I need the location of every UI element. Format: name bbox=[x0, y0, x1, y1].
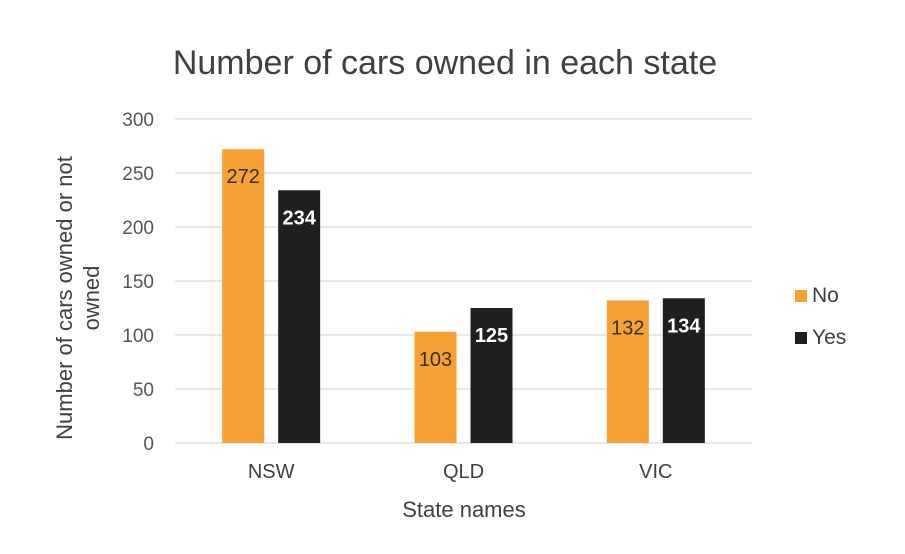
x-tick-label: QLD bbox=[443, 461, 484, 483]
bar-no-vic bbox=[606, 300, 649, 443]
bar-yes-vic bbox=[662, 298, 705, 443]
data-label: 272 bbox=[226, 166, 259, 188]
legend: No Yes bbox=[795, 284, 846, 349]
bar-yes-nsw bbox=[278, 190, 321, 443]
x-tick-label: NSW bbox=[248, 461, 295, 483]
y-axis-title: Number of cars owned or not owned bbox=[52, 156, 104, 440]
y-tick-label: 200 bbox=[122, 218, 154, 239]
bar-no-nsw bbox=[222, 149, 265, 444]
gridlines bbox=[175, 118, 752, 444]
data-label: 234 bbox=[282, 207, 316, 229]
legend-swatch-no bbox=[795, 290, 807, 302]
y-axis-title-line-2: owned bbox=[79, 266, 104, 331]
chart-title: Number of cars owned in each state bbox=[172, 44, 718, 82]
y-tick-label: 300 bbox=[122, 110, 154, 131]
legend-label-yes: Yes bbox=[812, 326, 846, 349]
legend-swatch-yes bbox=[795, 332, 807, 344]
y-tick-label: 150 bbox=[122, 272, 154, 293]
data-label: 134 bbox=[667, 315, 701, 337]
x-axis-categories: NSW QLD VIC bbox=[248, 461, 673, 483]
bar-no-qld bbox=[414, 331, 457, 443]
data-label: 103 bbox=[419, 349, 452, 371]
y-tick-label: 100 bbox=[122, 326, 154, 347]
x-axis-title: State names bbox=[402, 497, 526, 522]
bar-yes-qld bbox=[470, 308, 513, 443]
y-axis-ticks: 0 50 100 150 200 250 300 bbox=[122, 110, 154, 455]
data-label: 132 bbox=[611, 317, 644, 339]
y-tick-label: 0 bbox=[143, 434, 154, 455]
y-axis-title-line-1: Number of cars owned or not bbox=[52, 156, 77, 440]
data-label: 125 bbox=[475, 325, 508, 347]
y-tick-label: 50 bbox=[133, 380, 154, 401]
bars: 272 234 103 125 132 134 bbox=[222, 149, 705, 444]
x-tick-label: VIC bbox=[639, 461, 672, 483]
y-tick-label: 250 bbox=[122, 164, 154, 185]
legend-label-no: No bbox=[812, 284, 839, 307]
